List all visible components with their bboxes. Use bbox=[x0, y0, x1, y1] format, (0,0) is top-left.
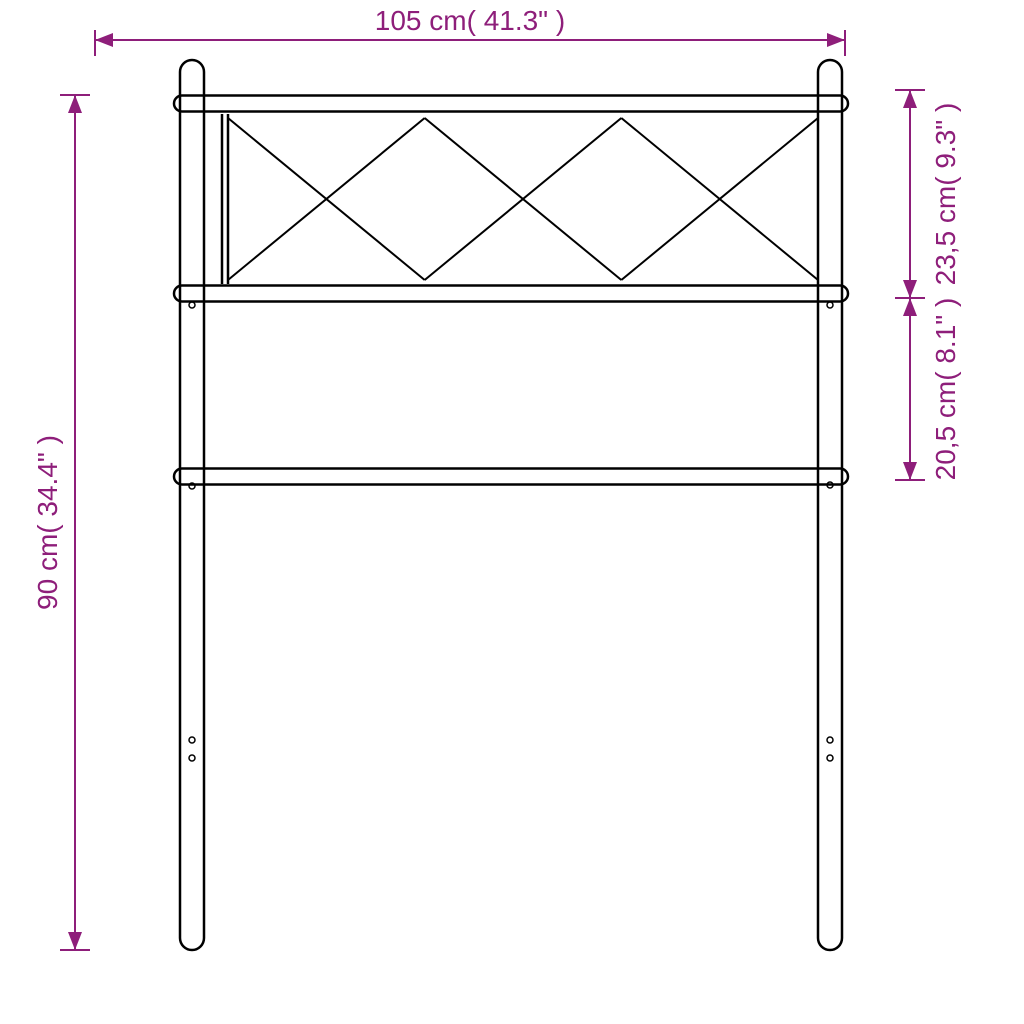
svg-text:105 cm( 41.3" ): 105 cm( 41.3" ) bbox=[375, 5, 565, 36]
svg-text:90 cm( 34.4" ): 90 cm( 34.4" ) bbox=[32, 435, 63, 610]
svg-text:20,5 cm( 8.1" ): 20,5 cm( 8.1" ) bbox=[930, 298, 961, 481]
svg-text:23,5 cm( 9.3" ): 23,5 cm( 9.3" ) bbox=[930, 103, 961, 286]
